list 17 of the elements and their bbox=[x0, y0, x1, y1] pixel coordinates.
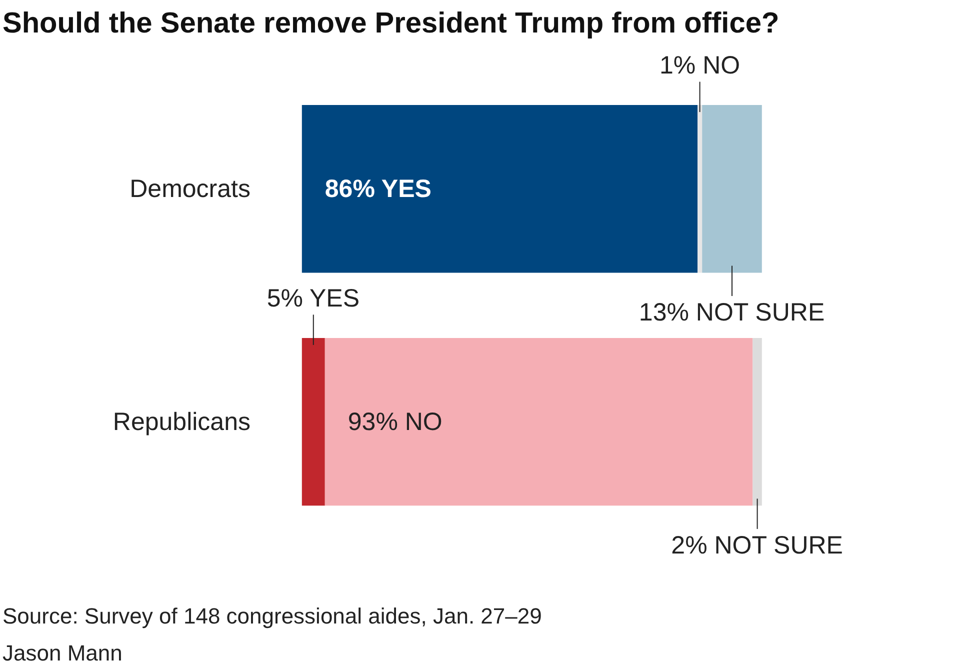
text: Jason Mann bbox=[2, 640, 122, 666]
y-tick-label: Democrats bbox=[130, 174, 251, 203]
chart-title: Should the Senate remove President Trump from office? bbox=[2, 8, 780, 40]
bar bbox=[302, 338, 325, 506]
data-label: 2% NOT SURE bbox=[671, 531, 843, 560]
bar bbox=[752, 338, 762, 506]
bar bbox=[302, 105, 698, 273]
bar bbox=[698, 105, 702, 273]
source-note: Source: Survey of 148 congressional aides, Jan. 27–29 bbox=[2, 604, 542, 628]
data-label: 13% NOT SURE bbox=[638, 298, 825, 326]
data-label: 86% YES bbox=[324, 174, 432, 203]
data-label: 5% YES bbox=[266, 284, 360, 312]
y-tick-label: Republicans bbox=[112, 408, 251, 436]
data-label: 93% NO bbox=[348, 408, 442, 436]
data-label: 1% NO bbox=[660, 51, 740, 80]
bar bbox=[702, 105, 762, 273]
bar bbox=[324, 338, 753, 506]
